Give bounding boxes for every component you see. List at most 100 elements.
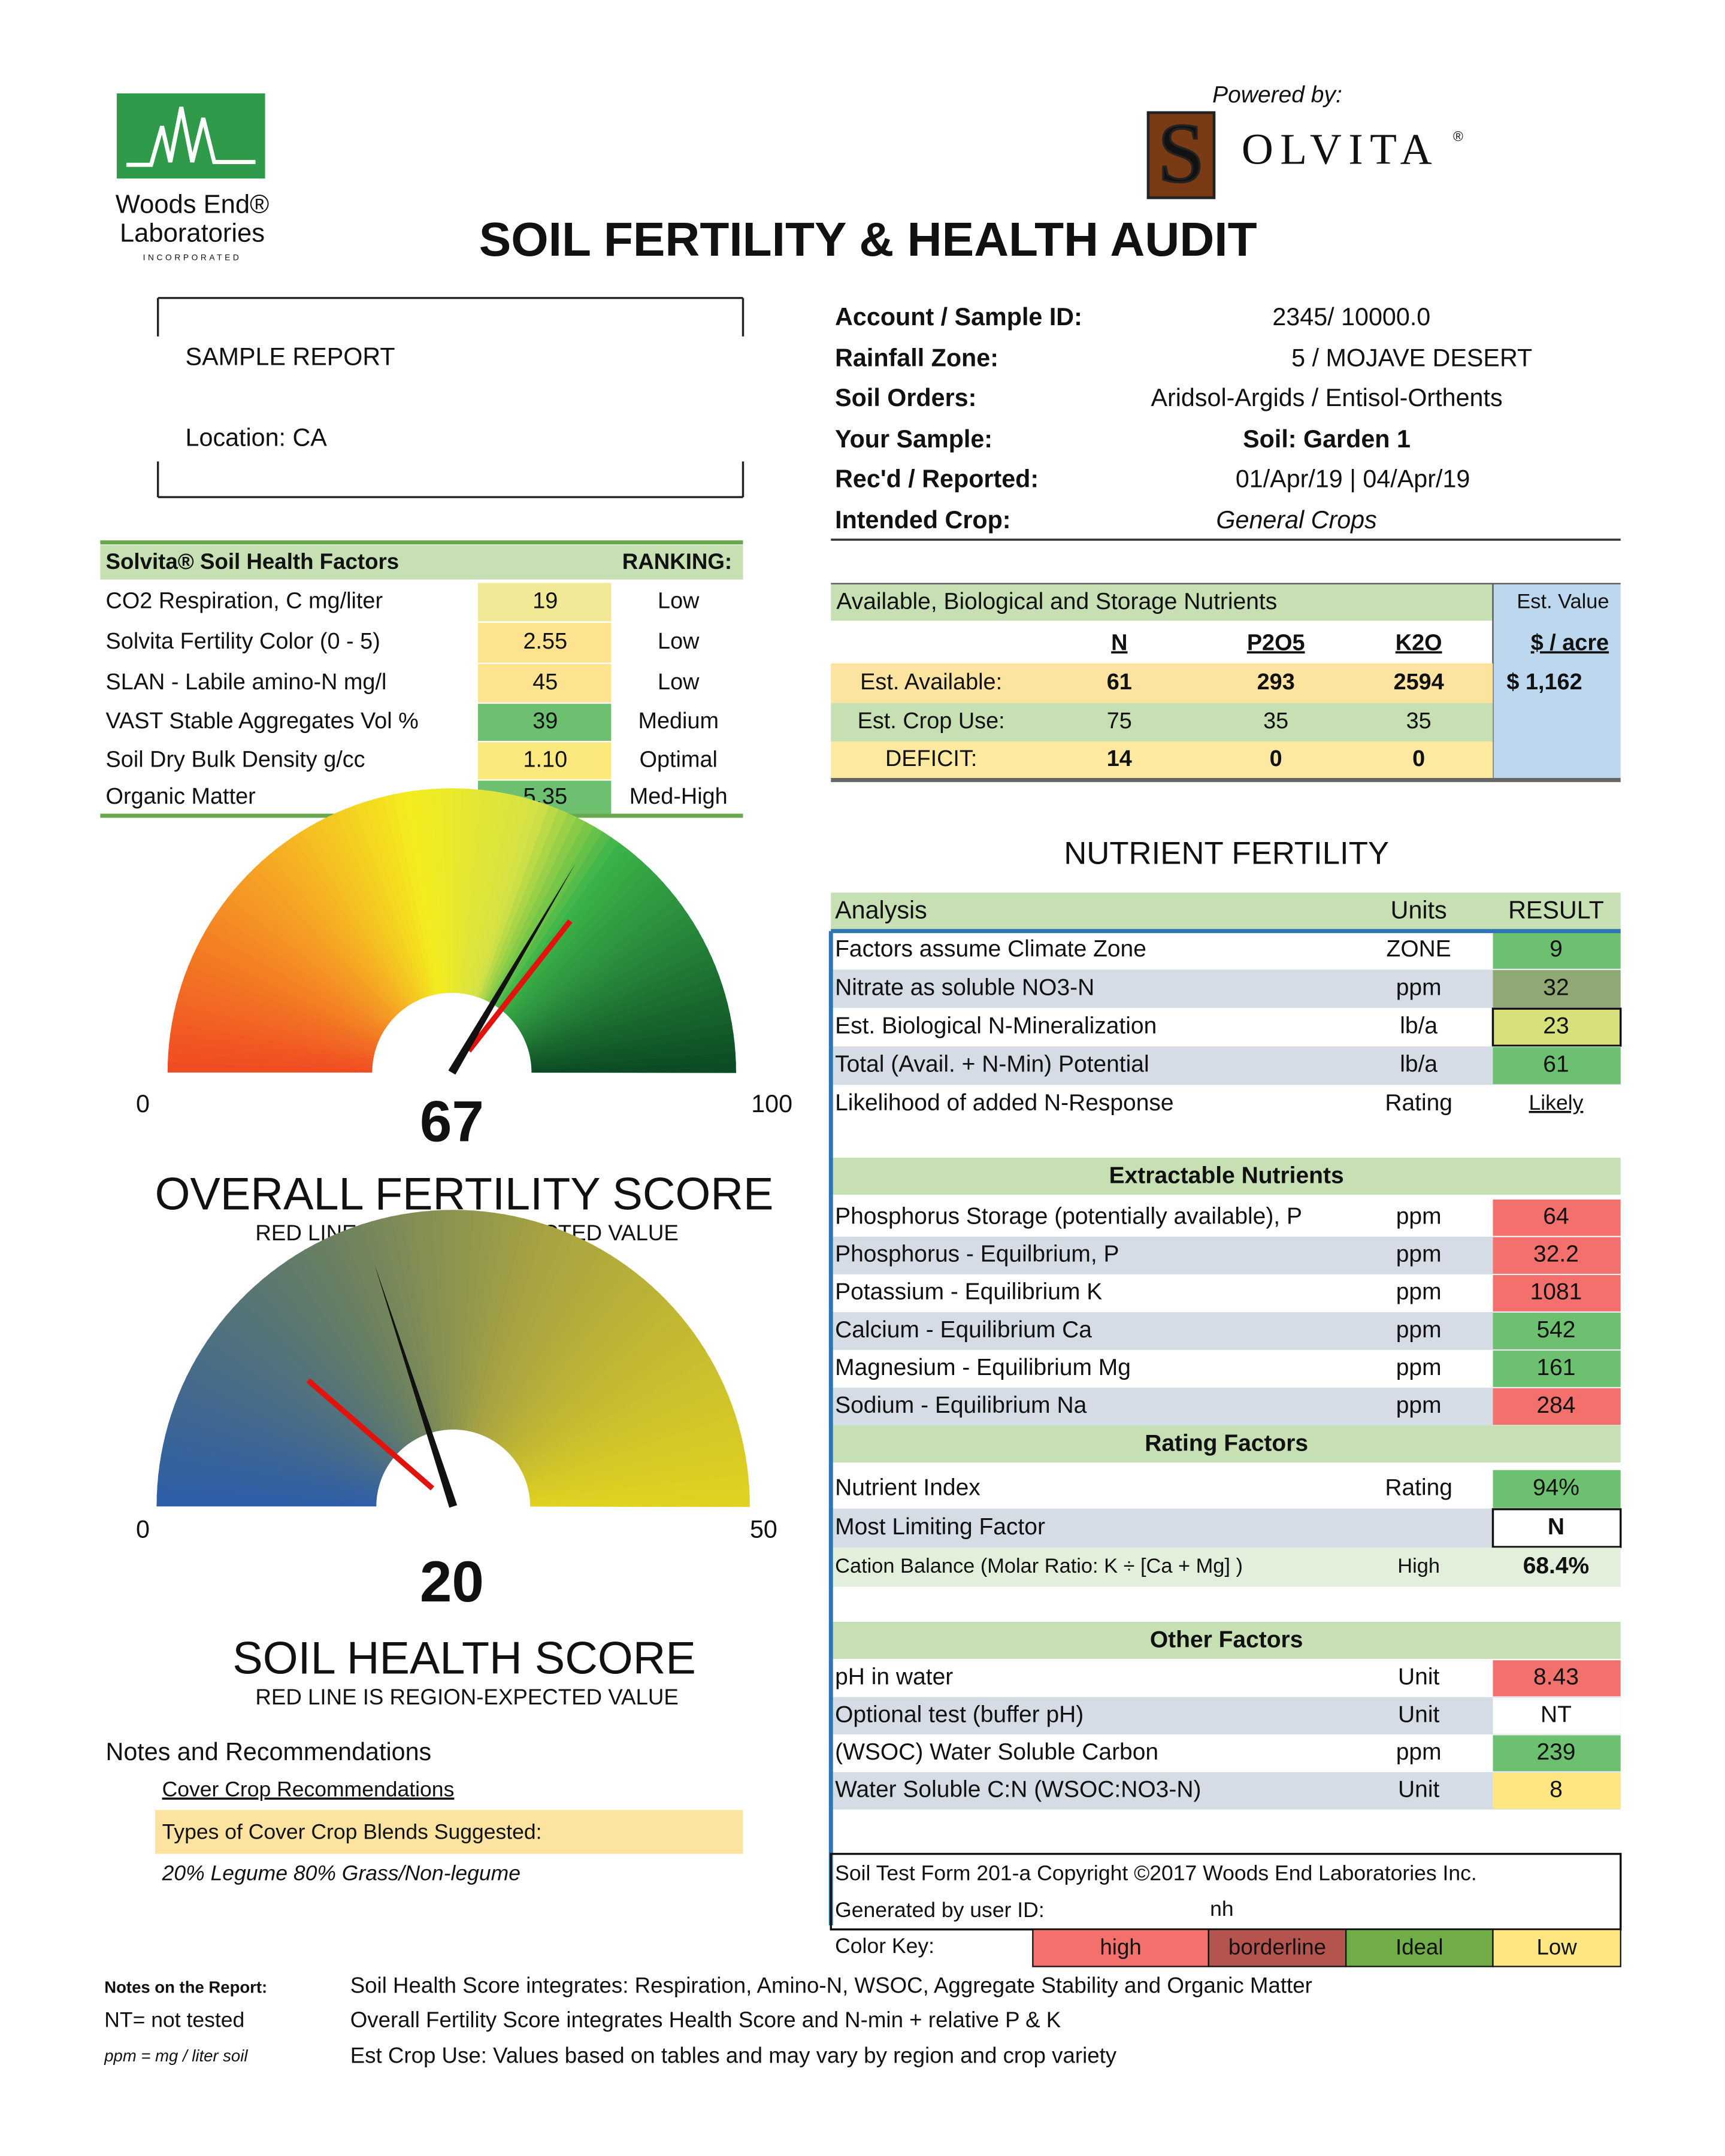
gauge-segment bbox=[443, 1210, 454, 1430]
gauge-segment bbox=[247, 1285, 402, 1452]
gauge-segment bbox=[529, 1475, 749, 1501]
gauge-segment bbox=[522, 1376, 725, 1476]
row-label: Est. Crop Use: bbox=[858, 708, 1005, 734]
brand-name: OLVITA bbox=[1242, 125, 1439, 174]
factor-ranking: Low bbox=[658, 629, 700, 654]
analysis-units: ppm bbox=[1396, 1241, 1442, 1267]
gauge-segment bbox=[527, 1424, 742, 1488]
gauge-segment bbox=[471, 797, 531, 997]
nutrient-value: 61 bbox=[1107, 670, 1132, 695]
gauge-segment bbox=[462, 791, 502, 994]
key-swatch bbox=[1345, 1928, 1494, 1967]
gauge-segment bbox=[156, 1485, 377, 1504]
table-header bbox=[831, 892, 1621, 930]
gauge-segment bbox=[161, 1444, 379, 1494]
result-row bbox=[831, 1236, 1621, 1274]
analysis-result: Likely bbox=[1529, 1091, 1584, 1115]
analysis-name: Nutrient Index bbox=[835, 1474, 980, 1500]
gauge-segment bbox=[500, 1273, 644, 1448]
analysis-result: 64 bbox=[1543, 1204, 1569, 1230]
gauge-min: 0 bbox=[136, 1516, 150, 1543]
result-row bbox=[831, 1312, 1621, 1350]
analysis-units: ppm bbox=[1396, 1204, 1442, 1230]
notes-label: Types of Cover Crop Blends Suggested: bbox=[162, 1820, 542, 1844]
gauge-segment bbox=[192, 947, 380, 1040]
analysis-result: 542 bbox=[1536, 1317, 1575, 1343]
gauge-segment bbox=[520, 930, 703, 1035]
gauge-segment bbox=[305, 1244, 417, 1440]
gauge-segment bbox=[240, 1292, 400, 1454]
gauge-segment bbox=[174, 1003, 375, 1056]
gauge-segment bbox=[476, 802, 550, 998]
notes-text: 20% Legume 80% Grass/Non-legume bbox=[162, 1861, 520, 1885]
gauge-segment bbox=[371, 1218, 435, 1433]
value-cell bbox=[477, 704, 612, 741]
result-row bbox=[831, 931, 1621, 970]
factor-name: CO2 Respiration, C mg/liter bbox=[106, 588, 383, 613]
gauge-segment bbox=[496, 1260, 628, 1445]
key-item: borderline bbox=[1228, 1934, 1326, 1959]
gauge-segment bbox=[530, 1023, 734, 1062]
analysis-units: ppm bbox=[1396, 1279, 1442, 1305]
gauge-segment bbox=[171, 1013, 374, 1059]
factor-name: VAST Stable Aggregates Vol % bbox=[106, 708, 419, 734]
sample-location: Location: CA bbox=[186, 424, 328, 452]
gauge-segment bbox=[327, 812, 420, 1001]
note-line: Soil Health Score integrates: Respiratio… bbox=[350, 1973, 1312, 1998]
nutrient-value: 14 bbox=[1107, 746, 1132, 771]
lab-name: Laboratories bbox=[120, 219, 265, 248]
analysis-result: 68.4% bbox=[1523, 1553, 1590, 1579]
gauge-segment bbox=[486, 817, 586, 1003]
analysis-name: Nitrate as soluble NO3-N bbox=[835, 974, 1094, 1000]
key-label: Color Key: bbox=[835, 1934, 934, 1958]
nutrient-value: 0 bbox=[1270, 746, 1282, 771]
gauge-segment bbox=[482, 1231, 574, 1437]
gauge-segment bbox=[466, 1214, 516, 1431]
notes-link: Cover Crop Recommendations bbox=[162, 1777, 455, 1801]
table-header-text: Solvita® Soil Health Factors bbox=[106, 549, 400, 574]
gauge-segment bbox=[422, 1210, 448, 1430]
section-header-text: Other Factors bbox=[1150, 1627, 1303, 1652]
gauge-segment bbox=[506, 1293, 667, 1454]
result-row bbox=[831, 1198, 1621, 1237]
expected-line bbox=[306, 1378, 435, 1491]
brand-letter: S bbox=[1157, 105, 1205, 200]
column-head: N bbox=[1111, 630, 1127, 655]
gauge-segment bbox=[510, 1308, 681, 1458]
analysis-name: Total (Avail. + N-Min) Potential bbox=[835, 1052, 1149, 1077]
logo-mark bbox=[126, 107, 256, 167]
result-row bbox=[831, 1772, 1621, 1810]
sample-frame bbox=[156, 296, 745, 498]
result-row bbox=[831, 1388, 1621, 1426]
gauge-segment bbox=[158, 1464, 377, 1498]
gauge-segment bbox=[494, 831, 612, 1007]
key-item: high bbox=[1100, 1934, 1141, 1959]
gauge-segment bbox=[159, 1454, 378, 1496]
gauge-segment bbox=[465, 792, 512, 995]
gauge-segment bbox=[314, 1239, 420, 1439]
gauge-segment bbox=[471, 1218, 536, 1433]
gauge-segment bbox=[167, 1062, 373, 1073]
user-label: Generated by user ID: bbox=[835, 1898, 1045, 1922]
notes-band bbox=[155, 1810, 743, 1854]
gauge-segment bbox=[391, 1214, 440, 1431]
gauge-segment bbox=[178, 1385, 383, 1478]
gauge-segment bbox=[529, 1465, 749, 1499]
analysis-units: ZONE bbox=[1387, 936, 1451, 962]
gauge-segment bbox=[156, 1495, 377, 1507]
gauge-segment bbox=[323, 1235, 422, 1438]
result-cell bbox=[1493, 1470, 1621, 1508]
gauge-segment bbox=[529, 1455, 748, 1496]
info-label: Account / Sample ID: bbox=[835, 303, 1082, 331]
gauge-segment bbox=[355, 802, 428, 998]
analysis-units: Unit bbox=[1398, 1664, 1439, 1690]
gauge-segment bbox=[262, 1272, 406, 1448]
gauge-segment bbox=[364, 799, 430, 997]
analysis-name: Magnesium - Equilibrium Mg bbox=[835, 1355, 1131, 1380]
gauge-needle bbox=[448, 863, 576, 1075]
result-cell bbox=[1493, 1237, 1621, 1274]
gauge-segment bbox=[170, 1022, 374, 1062]
gauge-max: 100 bbox=[751, 1090, 792, 1118]
analysis-name: Most Limiting Factor bbox=[835, 1514, 1045, 1540]
copyright: Soil Test Form 201-a Copyright ©2017 Woo… bbox=[835, 1861, 1477, 1885]
